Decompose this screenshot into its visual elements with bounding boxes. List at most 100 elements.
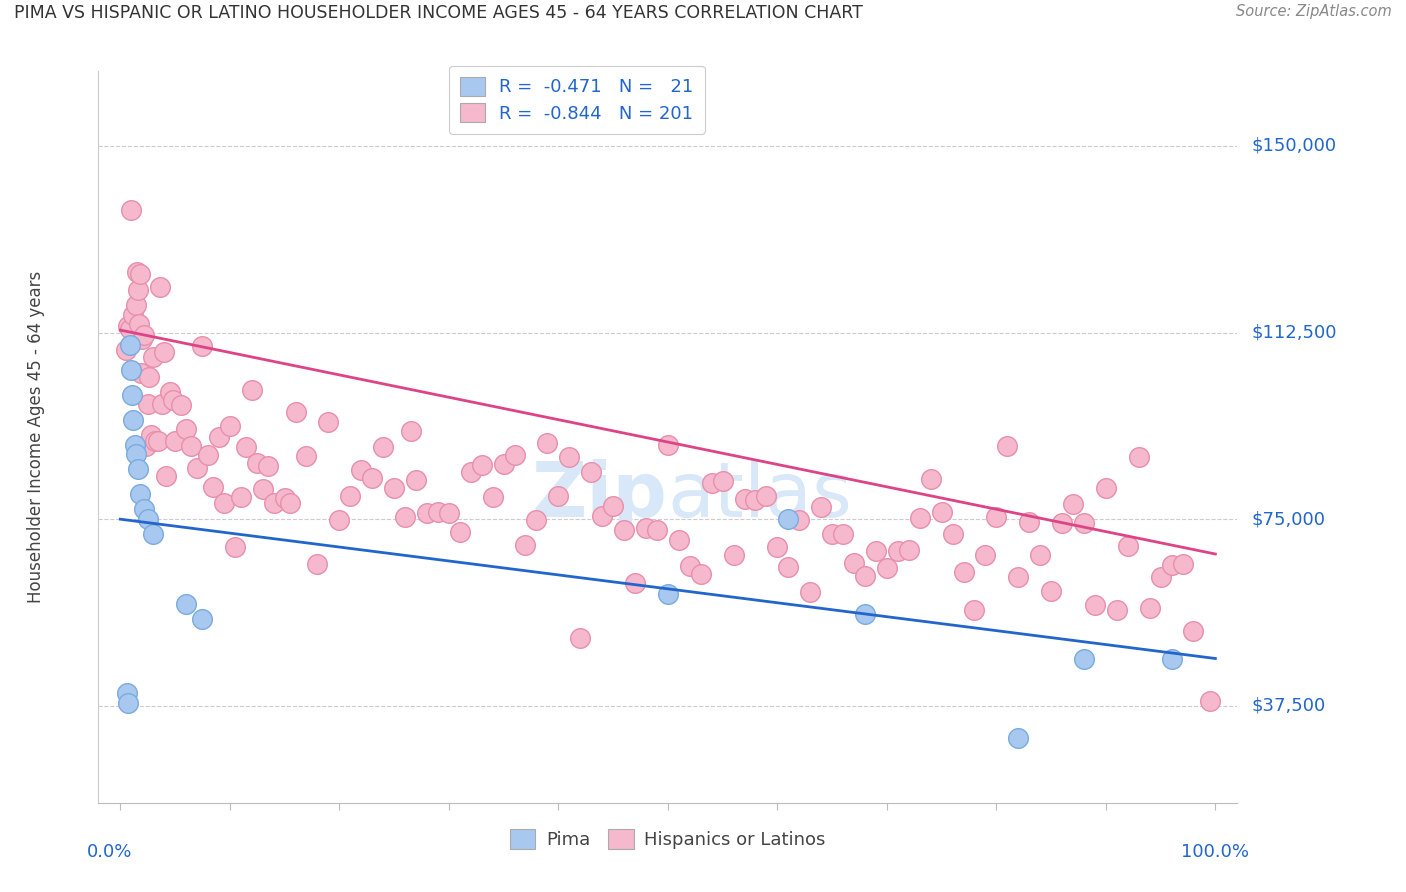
Point	[1149, 569, 1171, 583]
Point	[146, 434, 169, 448]
Point	[124, 437, 146, 451]
Point	[787, 513, 810, 527]
Point	[689, 566, 711, 581]
Point	[174, 597, 197, 611]
Point	[114, 343, 136, 358]
Point	[1182, 624, 1205, 638]
Point	[120, 363, 142, 377]
Point	[1095, 481, 1118, 495]
Point	[131, 332, 153, 346]
Point	[810, 500, 832, 515]
Point	[1007, 731, 1029, 745]
Point	[350, 463, 373, 477]
Point	[121, 388, 143, 402]
Point	[129, 487, 152, 501]
Point	[755, 489, 778, 503]
Legend: Pima, Hispanics or Latinos: Pima, Hispanics or Latinos	[499, 818, 837, 860]
Text: $37,500: $37,500	[1251, 697, 1326, 714]
Point	[821, 526, 844, 541]
Text: 0.0%: 0.0%	[87, 843, 132, 861]
Point	[127, 283, 149, 297]
Point	[142, 527, 165, 541]
Point	[273, 491, 295, 505]
Point	[579, 465, 602, 479]
Point	[778, 560, 800, 574]
Point	[339, 489, 361, 503]
Point	[449, 524, 471, 539]
Point	[700, 475, 723, 490]
Text: atlas: atlas	[668, 458, 852, 533]
Text: 100.0%: 100.0%	[1181, 843, 1249, 861]
Point	[120, 322, 142, 336]
Point	[1073, 516, 1095, 530]
Point	[136, 512, 159, 526]
Point	[897, 543, 920, 558]
Point	[169, 398, 191, 412]
Point	[307, 558, 329, 572]
Text: Source: ZipAtlas.com: Source: ZipAtlas.com	[1236, 4, 1392, 20]
Point	[416, 507, 439, 521]
Point	[515, 538, 537, 552]
Point	[278, 496, 301, 510]
Point	[952, 565, 974, 579]
Point	[744, 493, 766, 508]
Point	[218, 419, 240, 434]
Text: $75,000: $75,000	[1251, 510, 1326, 528]
Point	[624, 576, 647, 591]
Point	[159, 384, 181, 399]
Point	[569, 632, 592, 646]
Point	[382, 481, 405, 495]
Point	[460, 465, 482, 479]
Point	[145, 434, 167, 448]
Point	[117, 318, 139, 333]
Point	[328, 512, 350, 526]
Point	[257, 459, 280, 474]
Point	[526, 513, 548, 527]
Point	[229, 491, 252, 505]
Point	[492, 458, 515, 472]
Point	[124, 448, 146, 462]
Point	[908, 511, 931, 525]
Point	[246, 456, 269, 470]
Point	[361, 471, 384, 485]
Point	[180, 439, 202, 453]
Point	[124, 297, 146, 311]
Point	[986, 509, 1008, 524]
Point	[1073, 651, 1095, 665]
Point	[1116, 539, 1139, 553]
Point	[153, 345, 176, 359]
Point	[115, 686, 138, 700]
Point	[1062, 497, 1084, 511]
Point	[120, 202, 142, 217]
Point	[995, 439, 1018, 453]
Text: $112,500: $112,500	[1251, 324, 1337, 342]
Point	[832, 527, 855, 541]
Point	[252, 482, 274, 496]
Point	[240, 384, 263, 398]
Point	[162, 393, 184, 408]
Point	[876, 560, 898, 574]
Point	[558, 450, 581, 464]
Point	[1029, 549, 1052, 563]
Point	[197, 448, 219, 462]
Point	[202, 480, 225, 494]
Point	[1105, 603, 1128, 617]
Point	[399, 425, 422, 439]
Point	[1160, 558, 1182, 572]
Point	[235, 440, 257, 454]
Point	[129, 267, 152, 281]
Point	[887, 544, 910, 558]
Point	[1139, 601, 1161, 615]
Text: Zip: Zip	[531, 458, 668, 533]
Point	[974, 548, 997, 562]
Point	[657, 438, 679, 452]
Point	[645, 523, 668, 537]
Point	[165, 434, 187, 448]
Point	[1040, 583, 1063, 598]
Point	[1007, 569, 1029, 583]
Point	[766, 540, 789, 554]
Point	[942, 526, 965, 541]
Point	[679, 559, 702, 574]
Point	[191, 612, 214, 626]
Point	[208, 430, 231, 444]
